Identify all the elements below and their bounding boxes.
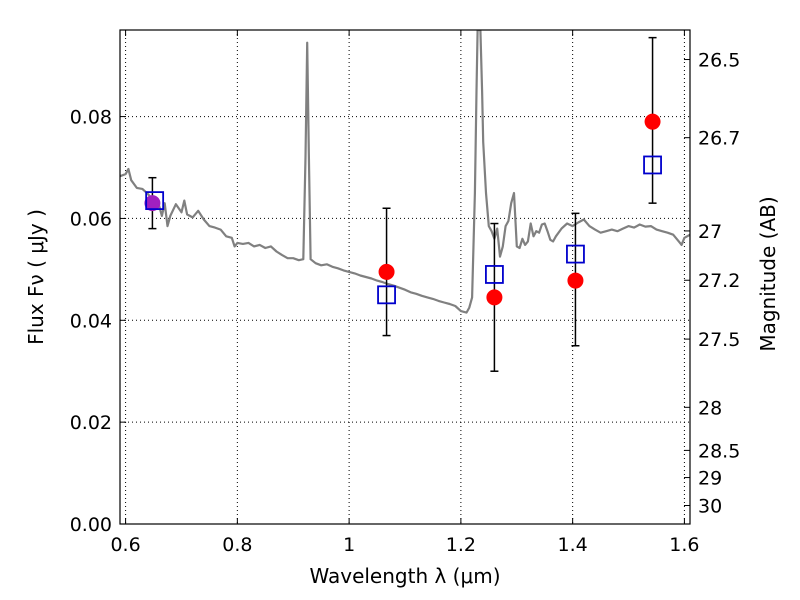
- y-tick-label: 0.02: [70, 412, 112, 434]
- model-square: [566, 244, 585, 264]
- right-tick-label: 26.7: [698, 128, 740, 150]
- observed-point: [378, 263, 395, 280]
- x-axis-label: Wavelength λ (μm): [309, 564, 500, 588]
- y-axis-label: Flux Fν ( μJy ): [24, 209, 48, 345]
- observed-point: [644, 113, 661, 130]
- observed-point: [144, 195, 161, 212]
- x-tick-label: 0.6: [110, 534, 140, 556]
- x-tick-label: 1.6: [669, 534, 699, 556]
- right-tick-label: 27.5: [698, 329, 740, 351]
- right-tick-label: 26.5: [698, 50, 740, 72]
- right-tick-label: 28: [698, 397, 722, 419]
- model-spectrum-line: [120, 30, 690, 314]
- x-tick-label: 1: [343, 534, 355, 556]
- right-tick-label: 27: [698, 221, 722, 243]
- right-tick-label: 28.5: [698, 440, 740, 462]
- x-tick-label: 0.8: [222, 534, 252, 556]
- y-tick-label: 0.00: [70, 514, 112, 536]
- model-square: [485, 265, 504, 284]
- model-spectrum: [120, 30, 690, 314]
- right-tick-label: 30: [698, 496, 722, 518]
- y-tick-label: 0.04: [70, 310, 112, 332]
- model-square: [377, 285, 396, 305]
- y-tick-label: 0.06: [70, 208, 112, 230]
- model-square: [643, 155, 662, 175]
- data-markers: [144, 113, 662, 306]
- x-tick-label: 1.2: [446, 534, 476, 556]
- observed-point: [567, 272, 584, 289]
- x-tick-label: 1.4: [558, 534, 588, 556]
- grid: [120, 30, 690, 524]
- axis-ticks: 0.6 0.8 1 1.2 1.4 1.6 0.00 0.02 0.04 0.06 0.08 26.5…: [70, 30, 740, 556]
- right-tick-label: 27.2: [698, 270, 740, 292]
- right-tick-label: 29: [698, 468, 722, 490]
- observed-point: [486, 289, 503, 306]
- error-bars: [148, 36, 657, 372]
- y-tick-label: 0.08: [70, 107, 112, 129]
- right-axis-label: Magnitude (AB): [756, 196, 780, 351]
- model-square: [145, 191, 165, 211]
- plot-frame: [119, 29, 691, 525]
